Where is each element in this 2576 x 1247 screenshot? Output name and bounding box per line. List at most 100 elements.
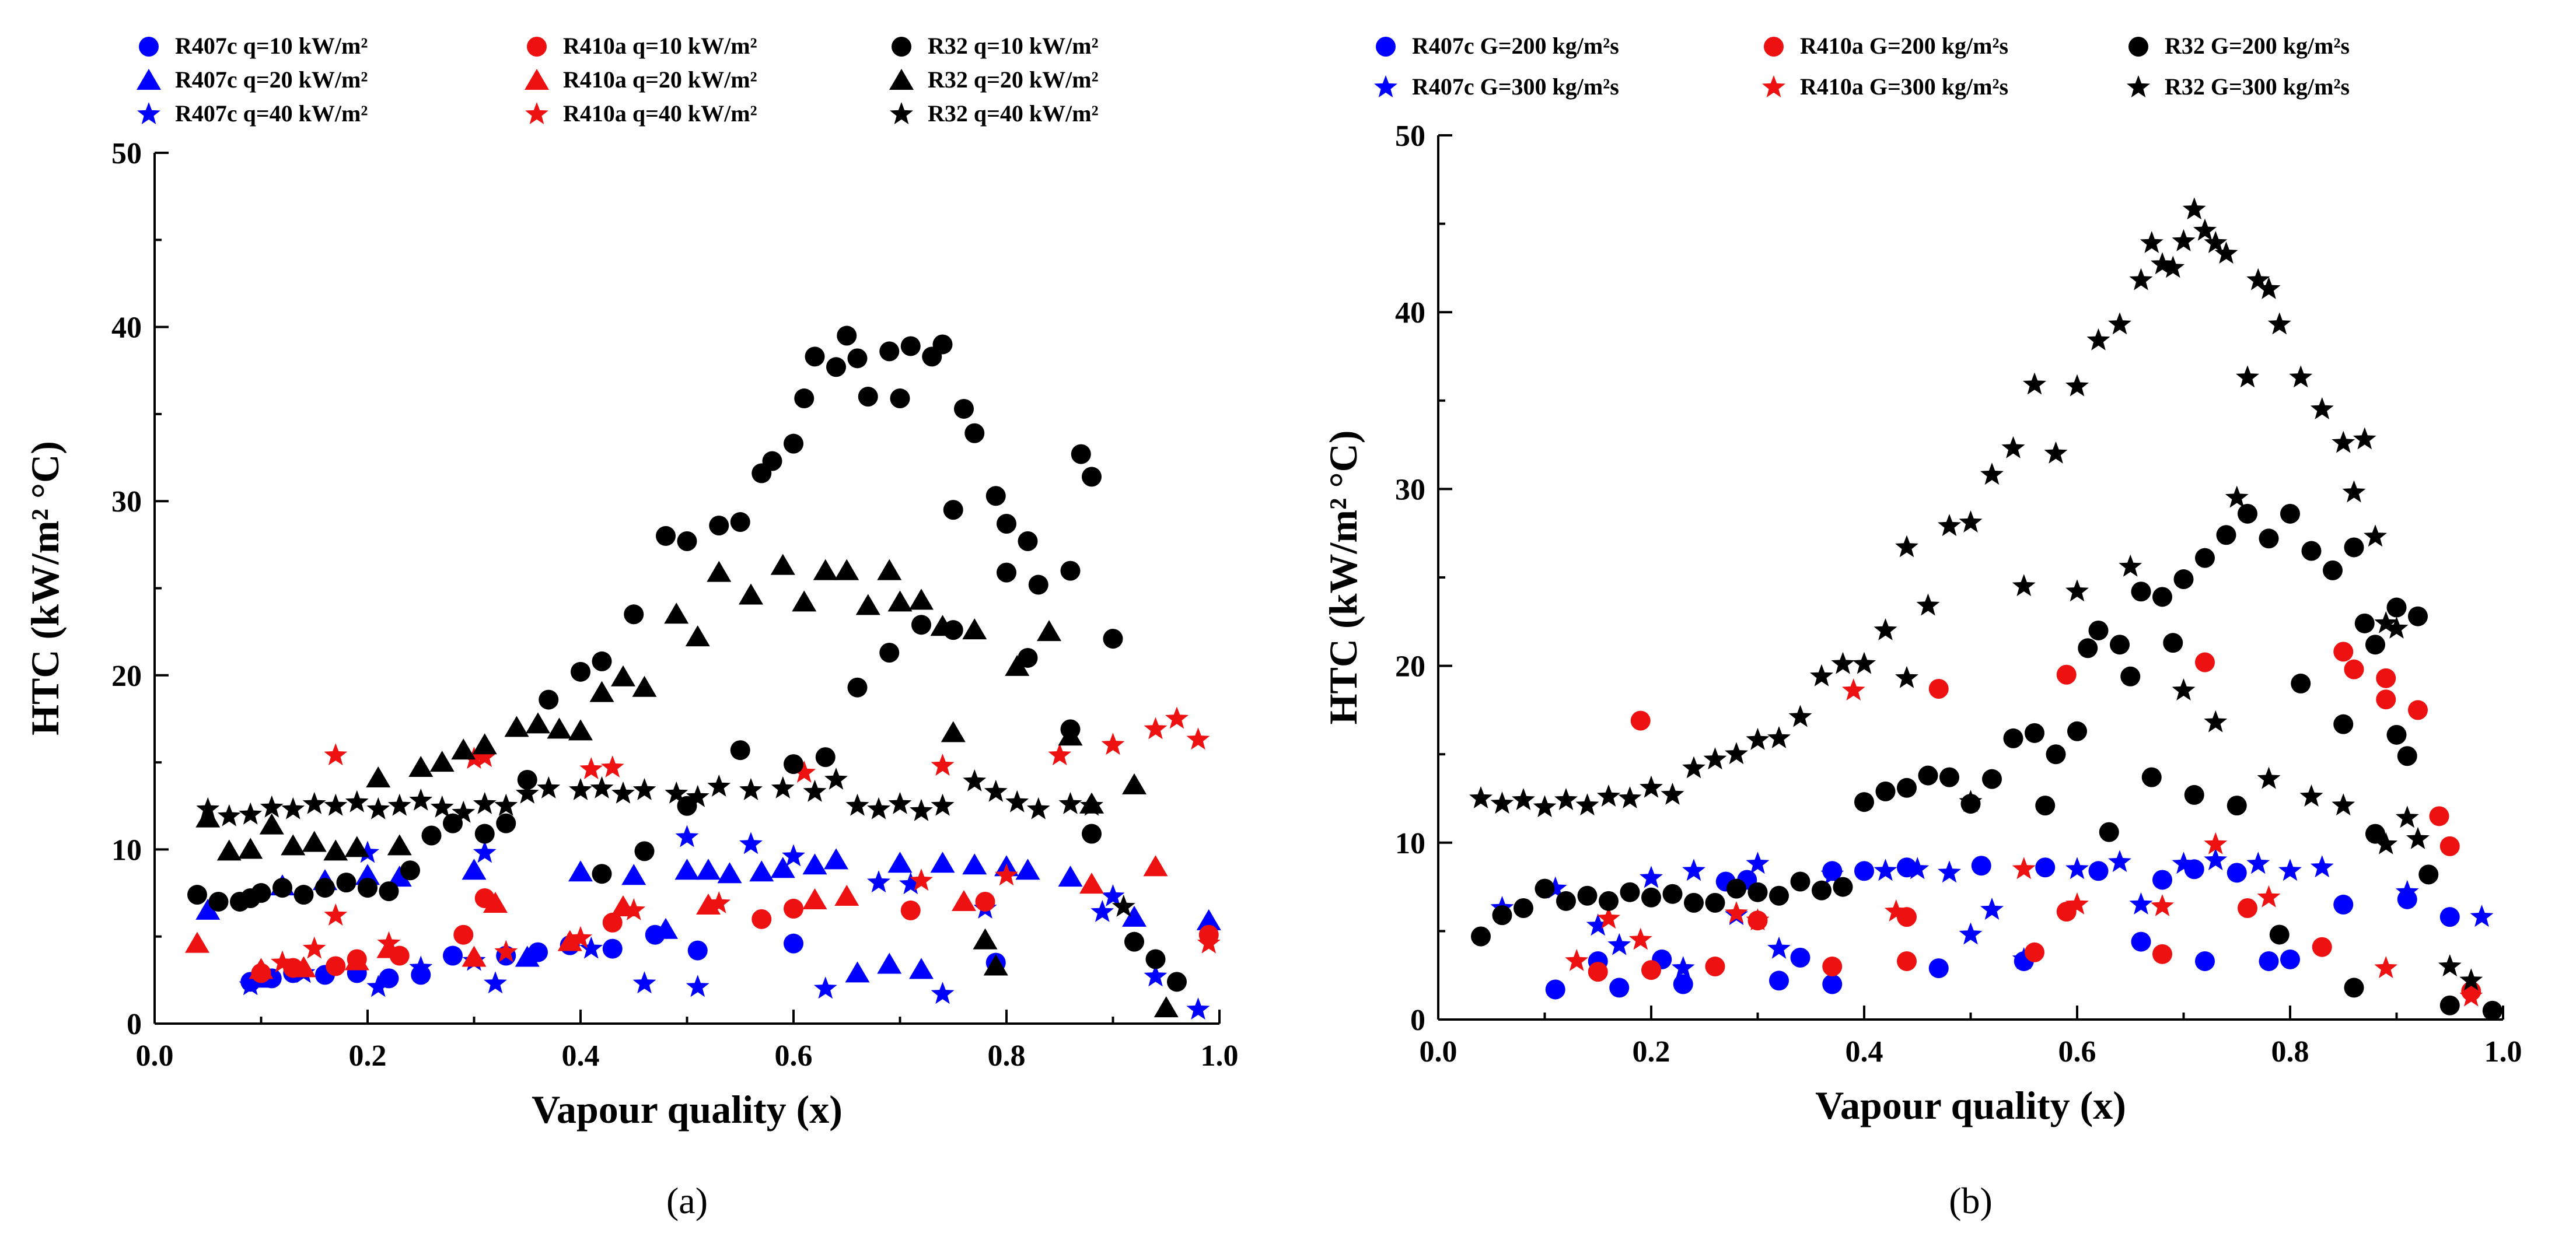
data-point [2216, 525, 2236, 545]
data-point [1959, 922, 1983, 945]
data-point [2236, 365, 2259, 388]
legend-label: R407c G=200 kg/m²s [1412, 33, 1619, 59]
panel-label: (a) [666, 1180, 708, 1221]
data-point [858, 387, 878, 407]
data-point [1037, 620, 1061, 642]
data-point [2001, 436, 2025, 458]
data-point [1725, 901, 1748, 924]
data-point [2152, 944, 2172, 964]
data-point [344, 949, 369, 971]
data-point [792, 761, 816, 783]
data-point [2025, 942, 2044, 962]
data-point [941, 721, 966, 742]
data-point [1122, 773, 1147, 794]
data-point [1874, 618, 1897, 640]
data-point [592, 651, 612, 671]
data-point [2108, 312, 2131, 335]
data-point [2141, 767, 2162, 787]
data-point [1071, 444, 1091, 464]
data-point [611, 665, 635, 686]
series [187, 325, 1187, 992]
legend-label: R32 G=200 kg/m²s [2165, 33, 2350, 59]
data-point [1746, 908, 1770, 931]
data-point [2333, 642, 2354, 662]
data-point [1790, 871, 1810, 892]
data-point [1597, 906, 1620, 929]
data-point [1165, 706, 1189, 729]
data-point [260, 795, 284, 818]
y-axis-title: HTC (kW/m² °C) [1321, 430, 1365, 725]
data-point [1618, 786, 1642, 808]
data-point [813, 559, 838, 580]
data-point [324, 903, 348, 926]
data-point [2129, 892, 2153, 915]
data-point [602, 938, 623, 959]
data-point [784, 433, 803, 454]
data-point [1565, 948, 1589, 971]
data-point [2099, 822, 2119, 842]
y-tick-label: 20 [1395, 650, 1425, 684]
data-point [805, 346, 825, 367]
panel-label: (b) [1949, 1180, 1993, 1221]
data-point [2182, 197, 2206, 220]
data-point [1831, 651, 1855, 674]
data-point [409, 955, 433, 978]
data-point [1058, 791, 1082, 814]
data-point [1490, 791, 1514, 814]
data-point [1058, 724, 1083, 746]
data-point [2312, 937, 2332, 957]
data-point [421, 825, 442, 846]
data-point [1939, 767, 1959, 787]
data-point [483, 891, 508, 913]
data-point [2131, 931, 2151, 952]
data-point [2374, 832, 2398, 854]
data-point [473, 791, 497, 814]
x-tick-label: 0.8 [988, 1039, 1026, 1073]
data-point [2257, 885, 2281, 908]
data-point [2035, 796, 2056, 816]
data-point [890, 388, 910, 409]
data-point [474, 824, 495, 844]
data-point [1662, 884, 1683, 904]
legend-marker [137, 69, 161, 90]
data-point [739, 777, 763, 800]
data-point [1103, 629, 1123, 649]
data-point [803, 779, 827, 802]
data-point [632, 971, 656, 994]
data-point [834, 885, 859, 906]
data-point [302, 936, 326, 959]
data-points [1469, 197, 2502, 1021]
panel-a: 0.0 0.2 0.4 0.6 0.8 1.0 0 10 20 30 40 50 Vapour qual… [23, 33, 1239, 1221]
legend-marker [525, 102, 548, 124]
data-point [271, 950, 294, 973]
data-point [1469, 786, 1493, 808]
y-tick-label: 50 [1395, 120, 1425, 153]
data-point [2214, 241, 2238, 264]
data-point [2354, 613, 2375, 633]
series [1565, 678, 2483, 1007]
data-point [2408, 606, 2428, 626]
data-point [1640, 866, 1663, 888]
data-point [1124, 931, 1144, 952]
data-point [899, 872, 922, 895]
data-point [1080, 793, 1103, 816]
data-point [1079, 873, 1104, 894]
data-point [686, 784, 709, 807]
data-point [473, 745, 497, 768]
data-point [185, 931, 209, 953]
data-point [377, 931, 401, 954]
data-point [675, 825, 699, 847]
data-point [1820, 862, 1844, 885]
data-point [2065, 892, 2089, 915]
data-point [2140, 231, 2163, 253]
y-tick-label: 40 [1395, 296, 1425, 330]
data-point [2385, 616, 2409, 639]
data-point [2299, 784, 2323, 807]
data-point [1143, 855, 1168, 877]
data-point [1492, 905, 1512, 926]
data-point [569, 926, 592, 948]
data-point [909, 589, 934, 610]
data-point [1822, 974, 1843, 994]
data-point [2459, 984, 2483, 1007]
data-point [931, 793, 955, 816]
